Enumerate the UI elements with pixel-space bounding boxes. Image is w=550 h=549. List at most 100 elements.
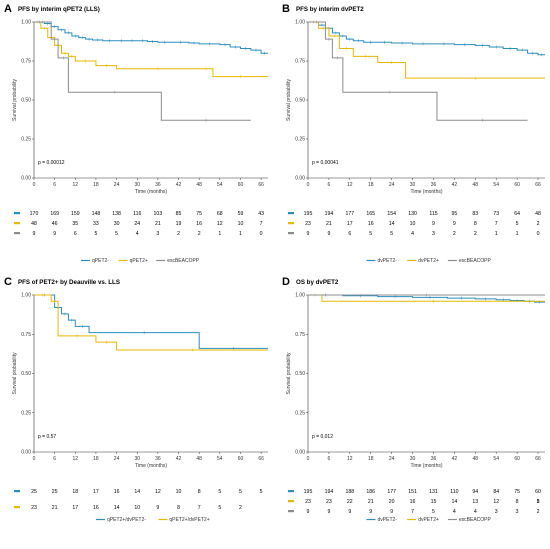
y-tick-label: 0.00 bbox=[295, 176, 305, 182]
risk-count: 177 bbox=[387, 489, 396, 495]
risk-count: 2 bbox=[198, 231, 201, 237]
panel-a: A PFS by interim qPET2 (LLS) 0.00 0.25 0.50 0… bbox=[4, 3, 268, 264]
risk-count: 0 bbox=[537, 231, 540, 237]
risk-count: 7 bbox=[495, 221, 498, 227]
risk-count: 2 bbox=[537, 509, 540, 515]
risk-count: 20 bbox=[389, 499, 395, 505]
risk-count: 30 bbox=[114, 221, 120, 227]
risk-row-marker bbox=[288, 222, 294, 225]
risk-count: 4 bbox=[453, 509, 456, 515]
risk-count: 83 bbox=[472, 211, 478, 217]
risk-count: 169 bbox=[50, 211, 59, 217]
risk-count: 12 bbox=[493, 499, 499, 505]
y-tick-label: 0.00 bbox=[295, 450, 305, 456]
x-tick-label: 30 bbox=[410, 182, 416, 188]
risk-count: 33 bbox=[93, 221, 99, 227]
risk-count: 35 bbox=[72, 221, 78, 227]
km-curve-qPET2+/dvPET2- bbox=[34, 294, 268, 349]
risk-row-marker bbox=[14, 506, 20, 509]
risk-count: 170 bbox=[30, 211, 39, 217]
risk-count: 8 bbox=[474, 221, 477, 227]
risk-count: 23 bbox=[31, 505, 37, 511]
risk-count: 13 bbox=[472, 499, 478, 505]
panel-title: PFS by interim dvPET2 bbox=[296, 6, 364, 13]
legend-entry: qPET2+/dvPET2- bbox=[107, 517, 146, 523]
risk-count: 4 bbox=[411, 231, 414, 237]
risk-row-marker bbox=[288, 212, 294, 215]
risk-count: 116 bbox=[133, 211, 141, 217]
x-tick-label: 48 bbox=[196, 182, 202, 188]
risk-count: 159 bbox=[71, 211, 80, 217]
risk-count: 3 bbox=[156, 231, 159, 237]
risk-count: 22 bbox=[347, 499, 353, 505]
risk-count: 94 bbox=[472, 489, 478, 495]
risk-count: 21 bbox=[368, 499, 374, 505]
risk-count: 9 bbox=[390, 509, 393, 515]
risk-count: 9 bbox=[327, 509, 330, 515]
risk-count: 16 bbox=[114, 489, 120, 495]
risk-count: 24 bbox=[134, 221, 140, 227]
x-tick-label: 18 bbox=[93, 456, 99, 462]
risk-count: 195 bbox=[304, 211, 313, 217]
x-tick-label: 66 bbox=[535, 456, 541, 462]
risk-count: 75 bbox=[514, 489, 520, 495]
risk-count: 9 bbox=[307, 231, 310, 237]
x-tick-label: 48 bbox=[473, 182, 479, 188]
x-tick-label: 48 bbox=[473, 456, 479, 462]
risk-count: 103 bbox=[154, 211, 163, 217]
p-value: p = 0.00012 bbox=[38, 160, 65, 166]
risk-row-marker bbox=[14, 490, 20, 493]
risk-count: 23 bbox=[305, 499, 311, 505]
x-tick-label: 54 bbox=[493, 182, 499, 188]
x-tick-label: 30 bbox=[134, 456, 140, 462]
risk-count: 12 bbox=[217, 221, 223, 227]
risk-count: 5 bbox=[432, 509, 435, 515]
risk-count: 6 bbox=[74, 231, 77, 237]
x-tick-label: 54 bbox=[217, 456, 223, 462]
risk-count: 2 bbox=[239, 505, 242, 511]
risk-count: 9 bbox=[369, 509, 372, 515]
risk-count: 43 bbox=[258, 211, 264, 217]
risk-count: 2 bbox=[453, 231, 456, 237]
risk-count: 64 bbox=[514, 211, 520, 217]
risk-count: 48 bbox=[535, 211, 541, 217]
risk-count: 148 bbox=[92, 211, 101, 217]
x-tick-label: 0 bbox=[307, 456, 310, 462]
risk-count: 110 bbox=[450, 489, 458, 495]
x-tick-label: 60 bbox=[238, 182, 244, 188]
x-tick-label: 6 bbox=[53, 182, 56, 188]
panel-letter: B bbox=[282, 3, 290, 15]
x-tick-label: 6 bbox=[53, 456, 56, 462]
y-tick-label: 1.00 bbox=[21, 20, 31, 26]
km-curve-escBEACOPP bbox=[308, 21, 528, 121]
risk-count: 0 bbox=[260, 231, 263, 237]
risk-count: 8 bbox=[516, 499, 519, 505]
risk-count: 23 bbox=[326, 499, 332, 505]
risk-count: 8 bbox=[198, 489, 201, 495]
risk-count: 10 bbox=[176, 489, 182, 495]
risk-count: 60 bbox=[535, 489, 541, 495]
y-tick-label: 0.75 bbox=[295, 59, 305, 65]
risk-count: 4 bbox=[474, 509, 477, 515]
legend-entry: dvPET2- bbox=[378, 517, 398, 523]
risk-count: 2 bbox=[177, 231, 180, 237]
x-tick-label: 24 bbox=[389, 182, 395, 188]
x-tick-label: 66 bbox=[258, 182, 264, 188]
risk-count: 16 bbox=[93, 505, 99, 511]
risk-count: 14 bbox=[134, 489, 140, 495]
panel-letter: C bbox=[4, 276, 12, 288]
panel-b: B PFS by interim dvPET2 0.00 0.25 0.50 0.75 1.… bbox=[282, 3, 545, 264]
risk-count: 95 bbox=[451, 211, 457, 217]
risk-count: 194 bbox=[325, 489, 334, 495]
legend-entry: dvPET2+ bbox=[418, 258, 439, 264]
risk-count: 9 bbox=[33, 231, 36, 237]
risk-count: 25 bbox=[31, 489, 37, 495]
y-axis-label: Survival probability bbox=[12, 79, 18, 121]
risk-count: 7 bbox=[411, 509, 414, 515]
risk-count: 188 bbox=[345, 489, 354, 495]
y-tick-label: 1.00 bbox=[21, 293, 31, 299]
risk-count: 9 bbox=[327, 231, 330, 237]
x-tick-label: 24 bbox=[389, 456, 395, 462]
risk-count: 194 bbox=[325, 211, 334, 217]
